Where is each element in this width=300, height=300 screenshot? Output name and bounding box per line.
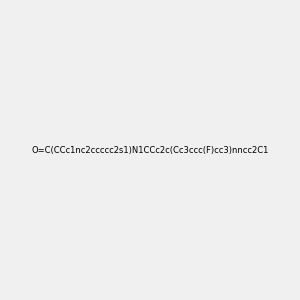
Text: O=C(CCc1nc2ccccc2s1)N1CCc2c(Cc3ccc(F)cc3)nncc2C1: O=C(CCc1nc2ccccc2s1)N1CCc2c(Cc3ccc(F)cc3… [31,146,269,154]
